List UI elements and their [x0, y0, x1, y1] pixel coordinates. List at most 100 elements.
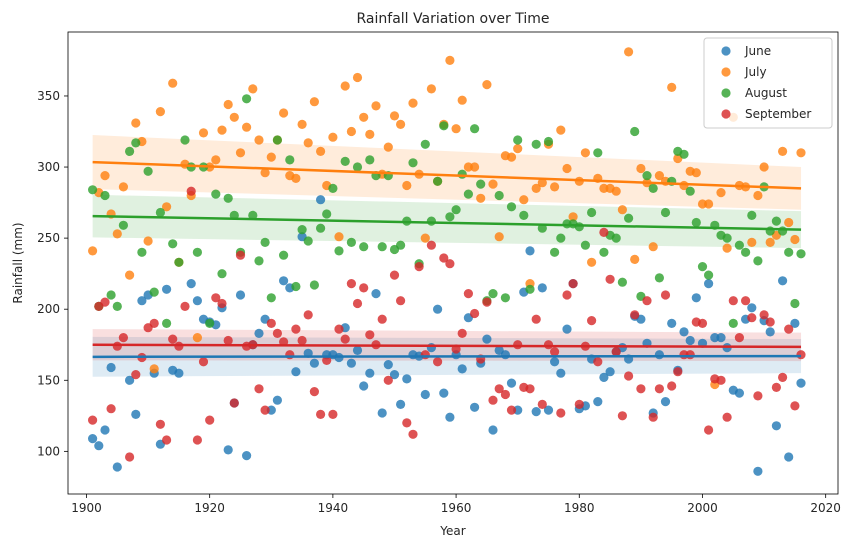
- point-june: [131, 409, 141, 419]
- point-august: [272, 135, 282, 145]
- y-axis-label: Rainfall (mm): [11, 222, 25, 303]
- point-september: [414, 262, 424, 272]
- point-september: [260, 405, 270, 415]
- trend-lines: [92, 160, 802, 359]
- point-july: [346, 126, 356, 137]
- point-august: [242, 94, 252, 104]
- point-september: [753, 391, 763, 401]
- point-august: [654, 273, 665, 283]
- point-august: [513, 135, 523, 145]
- point-june: [537, 283, 547, 293]
- point-september: [229, 398, 239, 408]
- x-tick-label: 2000: [687, 501, 718, 515]
- point-august: [722, 233, 732, 243]
- point-september: [328, 409, 338, 419]
- point-august: [408, 158, 418, 168]
- point-september: [297, 335, 307, 346]
- point-july: [408, 98, 418, 108]
- point-august: [223, 193, 233, 203]
- point-september: [149, 318, 159, 328]
- point-june: [457, 364, 467, 374]
- point-july: [118, 182, 128, 192]
- point-august: [285, 155, 295, 165]
- y-tick-label: 100: [37, 444, 60, 458]
- x-tick-label: 1980: [564, 501, 595, 515]
- point-september: [396, 296, 406, 306]
- point-june: [753, 466, 763, 476]
- point-august: [679, 149, 689, 159]
- point-september: [377, 314, 387, 324]
- point-september: [112, 341, 122, 351]
- point-september: [235, 250, 246, 260]
- legend-label-june: June: [744, 44, 771, 58]
- point-july: [383, 142, 393, 152]
- point-september: [697, 318, 708, 328]
- point-july: [340, 81, 350, 91]
- point-september: [291, 324, 301, 334]
- trend-line-august: [92, 214, 802, 231]
- point-july: [716, 188, 726, 198]
- y-tick-label: 200: [37, 302, 60, 316]
- point-june: [716, 333, 726, 343]
- point-september: [106, 404, 116, 414]
- point-june: [771, 421, 782, 431]
- point-august: [420, 139, 430, 149]
- point-september: [100, 297, 110, 307]
- legend: June July August September: [703, 37, 833, 129]
- point-july: [309, 97, 319, 107]
- point-september: [389, 270, 400, 280]
- point-june: [279, 276, 289, 286]
- point-june: [396, 399, 406, 409]
- point-july: [192, 333, 202, 343]
- point-july: [630, 254, 640, 264]
- point-july: [753, 190, 763, 201]
- point-august: [488, 289, 498, 299]
- point-september: [765, 317, 775, 327]
- point-june: [100, 425, 110, 435]
- point-august: [279, 250, 289, 260]
- point-september: [630, 310, 640, 320]
- point-september: [322, 355, 332, 365]
- point-september: [556, 408, 566, 418]
- point-august: [519, 210, 529, 220]
- point-august: [593, 148, 603, 158]
- point-august: [587, 207, 597, 218]
- point-june: [778, 276, 788, 286]
- point-september: [771, 382, 782, 392]
- point-august: [137, 247, 147, 257]
- point-july: [784, 217, 794, 228]
- point-june: [94, 441, 104, 451]
- point-september: [211, 293, 221, 303]
- point-september: [667, 381, 677, 391]
- point-june: [365, 368, 375, 378]
- point-august: [617, 277, 628, 287]
- point-july: [470, 162, 480, 172]
- x-tick-label: 1920: [194, 501, 225, 515]
- point-september: [118, 333, 128, 343]
- point-august: [396, 240, 406, 250]
- point-july: [790, 234, 800, 245]
- point-july: [371, 101, 381, 111]
- point-june: [679, 327, 689, 337]
- point-september: [617, 411, 628, 421]
- point-july: [796, 148, 806, 158]
- point-september: [759, 310, 769, 320]
- point-september: [340, 334, 350, 344]
- point-september: [506, 405, 517, 415]
- point-august: [426, 216, 436, 226]
- point-july: [667, 82, 677, 92]
- point-july: [482, 80, 492, 90]
- point-june: [174, 368, 184, 378]
- point-september: [426, 240, 436, 250]
- point-august: [796, 249, 806, 259]
- point-july: [722, 243, 732, 253]
- point-august: [174, 257, 184, 267]
- point-september: [488, 395, 498, 405]
- point-august: [155, 207, 165, 218]
- point-august: [463, 189, 473, 199]
- point-august: [476, 179, 486, 189]
- point-july: [254, 135, 264, 145]
- point-june: [660, 397, 671, 407]
- point-july: [451, 124, 461, 134]
- point-september: [568, 279, 578, 289]
